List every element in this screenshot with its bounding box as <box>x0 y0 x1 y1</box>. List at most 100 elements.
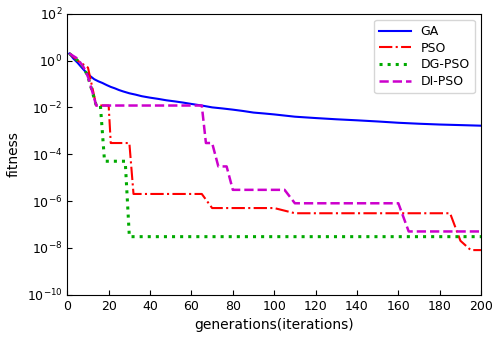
PSO <box>209 206 215 210</box>
GA <box>74 61 80 65</box>
DI-PSO <box>458 230 464 234</box>
DI-PSO <box>271 188 277 192</box>
PSO <box>214 206 220 210</box>
GA <box>354 118 360 122</box>
DI-PSO <box>302 201 308 205</box>
DI-PSO <box>203 141 209 145</box>
PSO <box>478 248 484 252</box>
DG-PSO <box>312 235 318 239</box>
DI-PSO <box>188 103 194 107</box>
PSO <box>126 141 132 145</box>
GA <box>100 81 105 85</box>
GA <box>436 122 442 126</box>
DI-PSO <box>312 201 318 205</box>
GA <box>188 102 194 106</box>
DI-PSO <box>240 188 246 192</box>
DI-PSO <box>116 103 122 107</box>
PSO <box>468 248 474 252</box>
GA <box>116 88 122 92</box>
DI-PSO <box>98 103 103 107</box>
DI-PSO <box>426 230 432 234</box>
GA <box>240 109 246 113</box>
PSO <box>416 211 422 215</box>
DI-PSO <box>94 103 100 107</box>
GA <box>180 101 186 105</box>
DG-PSO <box>122 159 128 163</box>
GA <box>478 124 484 128</box>
PSO <box>147 192 153 196</box>
GA <box>156 97 162 101</box>
DI-PSO <box>250 188 256 192</box>
GA <box>261 112 267 116</box>
DG-PSO <box>271 235 277 239</box>
DI-PSO <box>224 164 230 168</box>
GA <box>104 83 110 87</box>
DI-PSO <box>81 65 87 69</box>
DG-PSO <box>110 159 116 163</box>
DI-PSO <box>126 103 132 107</box>
DG-PSO <box>81 65 87 69</box>
GA <box>292 115 298 119</box>
DI-PSO <box>447 230 453 234</box>
GA <box>199 103 205 107</box>
GA <box>250 111 256 115</box>
DI-PSO <box>199 103 205 107</box>
DI-PSO <box>168 103 173 107</box>
GA <box>374 119 380 123</box>
PSO <box>436 211 442 215</box>
PSO <box>94 103 100 107</box>
DI-PSO <box>292 201 298 205</box>
PSO <box>374 211 380 215</box>
PSO <box>334 211 340 215</box>
DI-PSO <box>85 75 91 79</box>
DG-PSO <box>102 159 107 163</box>
DI-PSO <box>89 89 95 93</box>
Line: PSO: PSO <box>70 54 481 250</box>
GA <box>108 85 114 89</box>
DI-PSO <box>216 164 222 168</box>
DG-PSO <box>98 103 103 107</box>
PSO <box>199 192 205 196</box>
DG-PSO <box>354 235 360 239</box>
GA <box>220 106 226 111</box>
Legend: GA, PSO, DG-PSO, DI-PSO: GA, PSO, DG-PSO, DI-PSO <box>374 20 475 93</box>
DG-PSO <box>188 235 194 239</box>
DG-PSO <box>66 52 72 56</box>
PSO <box>168 192 173 196</box>
GA <box>66 52 72 56</box>
PSO <box>122 141 128 145</box>
PSO <box>458 239 464 243</box>
GA <box>112 86 118 91</box>
DI-PSO <box>334 201 340 205</box>
DG-PSO <box>126 235 132 239</box>
DG-PSO <box>74 59 80 63</box>
GA <box>312 116 318 120</box>
PSO <box>136 192 142 196</box>
GA <box>458 123 464 127</box>
PSO <box>447 211 453 215</box>
PSO <box>250 206 256 210</box>
DG-PSO <box>436 235 442 239</box>
GA <box>271 113 277 117</box>
PSO <box>116 141 122 145</box>
PSO <box>130 192 136 196</box>
PSO <box>354 211 360 215</box>
GA <box>126 91 132 95</box>
PSO <box>292 211 298 215</box>
GA <box>91 77 97 81</box>
GA <box>334 117 340 121</box>
GA <box>96 79 102 83</box>
PSO <box>106 103 112 107</box>
Line: DG-PSO: DG-PSO <box>70 54 481 237</box>
PSO <box>96 103 102 107</box>
GA <box>132 93 138 97</box>
GA <box>147 96 153 100</box>
DI-PSO <box>158 103 164 107</box>
GA <box>120 89 126 94</box>
DI-PSO <box>178 103 184 107</box>
DG-PSO <box>396 235 402 239</box>
DG-PSO <box>116 159 122 163</box>
DI-PSO <box>147 103 153 107</box>
DG-PSO <box>136 235 142 239</box>
PSO <box>188 192 194 196</box>
